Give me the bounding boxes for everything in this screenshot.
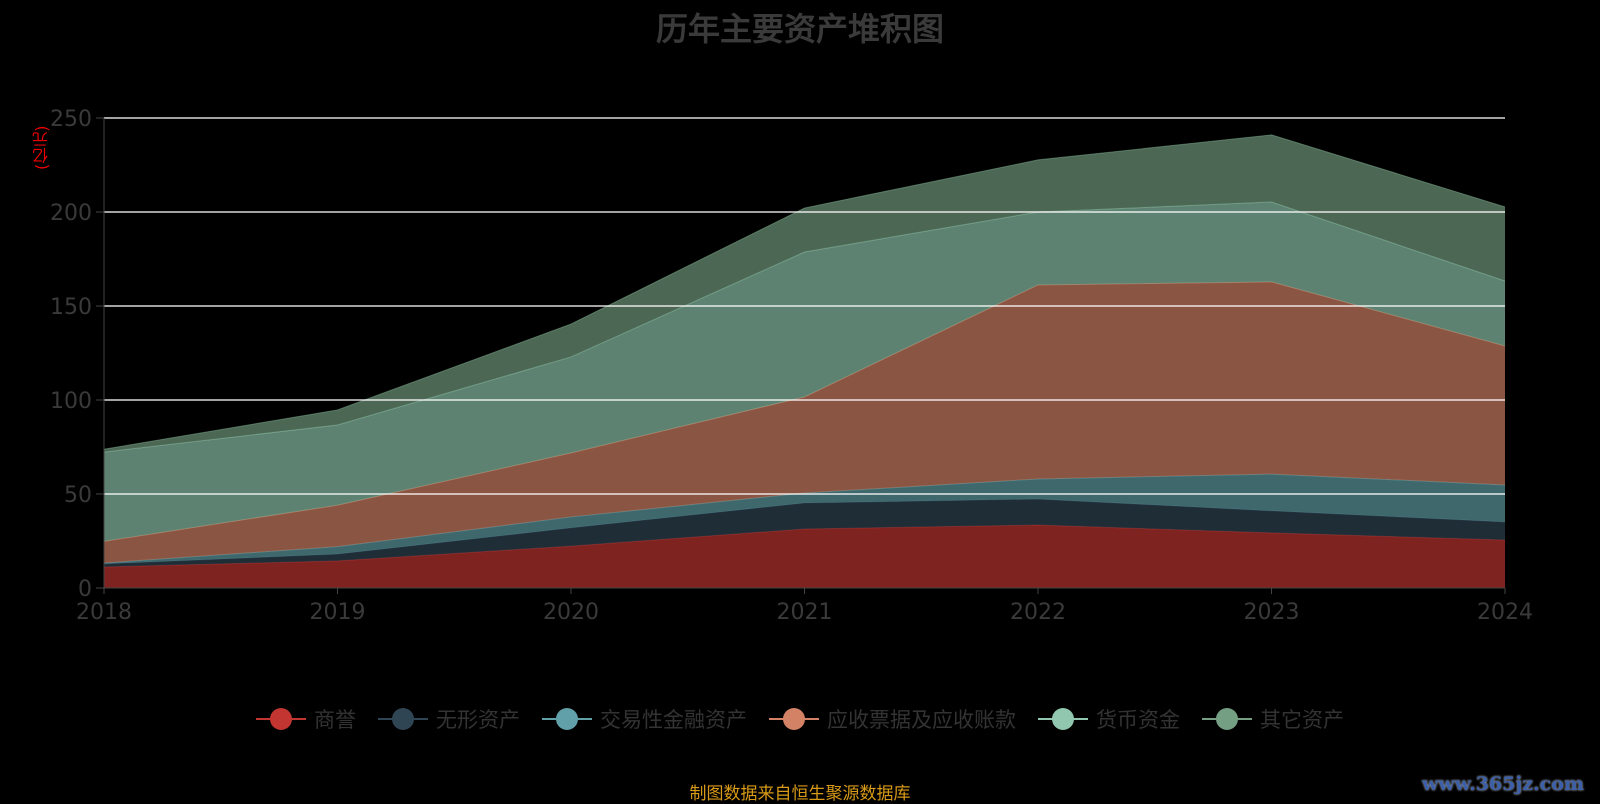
legend-item[interactable]: 货币资金 (1038, 704, 1180, 734)
x-tick-label: 2018 (76, 600, 132, 625)
y-tick-label: 200 (50, 201, 92, 226)
legend-item[interactable]: 无形资产 (378, 704, 520, 734)
legend-item[interactable]: 商誉 (256, 704, 356, 734)
y-tick-label: 50 (64, 483, 92, 508)
data-source-note: 制图数据来自恒生聚源数据库 (689, 784, 911, 804)
legend-marker-icon (378, 707, 428, 731)
area-series-4 (104, 202, 1505, 542)
y-tick-label: 250 (50, 107, 92, 132)
area-series-5 (104, 134, 1505, 453)
x-tick-label: 2020 (543, 600, 599, 625)
legend-label: 其它资产 (1260, 708, 1344, 732)
legend-item[interactable]: 应收票据及应收账款 (769, 704, 1016, 734)
y-axis-label: (亿元) (32, 125, 51, 170)
legend-item[interactable]: 交易性金融资产 (542, 704, 747, 734)
area-series-1 (104, 499, 1505, 567)
y-tick-label: 150 (50, 295, 92, 320)
legend-label: 无形资产 (436, 708, 520, 732)
legend-item[interactable]: 其它资产 (1202, 704, 1344, 734)
x-tick-label: 2021 (777, 600, 833, 625)
legend-marker-icon (769, 707, 819, 731)
x-tick-label: 2023 (1244, 600, 1300, 625)
y-tick-label: 0 (78, 577, 92, 602)
legend-label: 交易性金融资产 (600, 708, 747, 732)
legend-marker-icon (1038, 707, 1088, 731)
x-tick-label: 2022 (1010, 600, 1066, 625)
legend-label: 应收票据及应收账款 (827, 708, 1016, 732)
x-tick-label: 2024 (1477, 600, 1533, 625)
y-tick-label: 100 (50, 389, 92, 414)
line-series-5 (103, 134, 1506, 450)
area-series-0 (104, 525, 1505, 588)
legend-marker-icon (256, 707, 306, 731)
watermark: www.365jz.com (1421, 773, 1584, 795)
chart-title: 历年主要资产堆积图 (655, 10, 944, 48)
legend-label: 商誉 (314, 708, 356, 732)
legend-marker-icon (1202, 707, 1252, 731)
area-series-2 (104, 474, 1505, 564)
x-tick-label: 2019 (310, 600, 366, 625)
legend-marker-icon (542, 707, 592, 731)
area-series-3 (104, 281, 1505, 563)
legend: 商誉 无形资产 交易性金融资产 应收票据及应收账款 货币资金 其它资产 (0, 704, 1600, 734)
legend-label: 货币资金 (1096, 708, 1180, 732)
